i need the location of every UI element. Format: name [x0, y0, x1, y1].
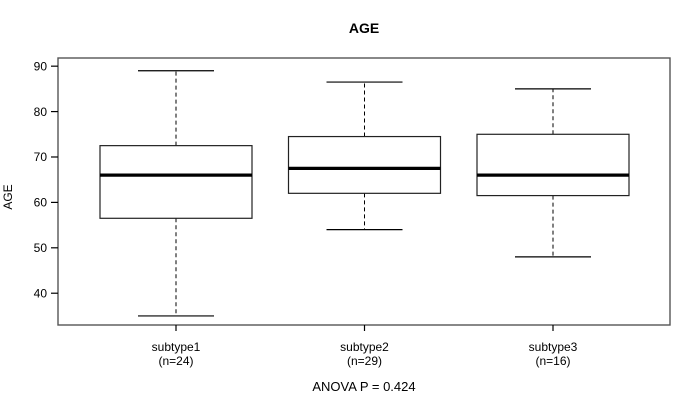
y-tick-label: 40 [34, 286, 48, 300]
y-tick-label: 90 [34, 59, 48, 73]
chart-title: AGE [349, 20, 379, 36]
y-tick-label: 80 [34, 105, 48, 119]
x-axis: subtype1(n=24) subtype2(n=29) subtype3(n=1… [152, 325, 578, 368]
box-group [99, 70, 630, 317]
category-label: subtype2 [340, 340, 389, 354]
category-sublabel: (n=16) [535, 354, 570, 368]
y-axis-label: AGE [1, 184, 15, 209]
y-tick-label: 70 [34, 150, 48, 164]
anova-annotation: ANOVA P = 0.424 [312, 379, 415, 394]
category-label: subtype1 [152, 340, 201, 354]
y-tick-label: 50 [34, 241, 48, 255]
iqr-box [99, 145, 253, 219]
category-label: subtype3 [529, 340, 578, 354]
iqr-box [476, 133, 630, 197]
category-sublabel: (n=24) [158, 354, 193, 368]
y-tick-label: 60 [34, 196, 48, 210]
iqr-box [287, 135, 442, 194]
y-axis: 40 50 60 70 80 90 [34, 59, 58, 300]
category-sublabel: (n=29) [347, 354, 382, 368]
